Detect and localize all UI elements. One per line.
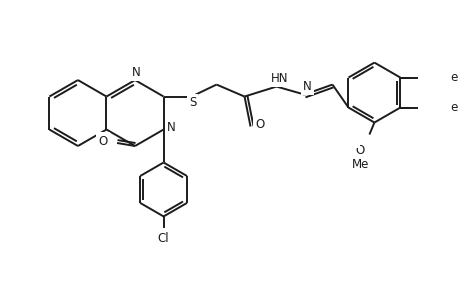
- Text: O: O: [347, 136, 356, 146]
- Text: Me: Me: [431, 100, 448, 110]
- Text: O: O: [429, 71, 438, 84]
- Text: O: O: [347, 136, 356, 146]
- Text: O: O: [420, 70, 429, 81]
- Text: O: O: [355, 144, 364, 157]
- Text: Me: Me: [351, 158, 368, 171]
- Text: O: O: [254, 118, 263, 131]
- Text: S: S: [189, 96, 196, 109]
- Text: Me: Me: [431, 70, 448, 81]
- Text: Me: Me: [327, 136, 344, 146]
- Text: N: N: [302, 80, 311, 93]
- Text: O: O: [98, 134, 107, 148]
- Text: O: O: [429, 101, 438, 114]
- Text: HN: HN: [270, 72, 288, 85]
- Text: Me: Me: [441, 101, 458, 114]
- Text: O: O: [420, 100, 429, 110]
- Text: Me: Me: [441, 71, 458, 84]
- Text: N: N: [167, 121, 176, 134]
- Text: N: N: [131, 66, 140, 79]
- Text: Me: Me: [327, 136, 344, 146]
- Text: Cl: Cl: [157, 232, 169, 245]
- Text: Me: Me: [431, 70, 448, 81]
- Text: Me: Me: [431, 100, 448, 110]
- Text: O: O: [420, 100, 429, 110]
- Text: O: O: [420, 70, 429, 81]
